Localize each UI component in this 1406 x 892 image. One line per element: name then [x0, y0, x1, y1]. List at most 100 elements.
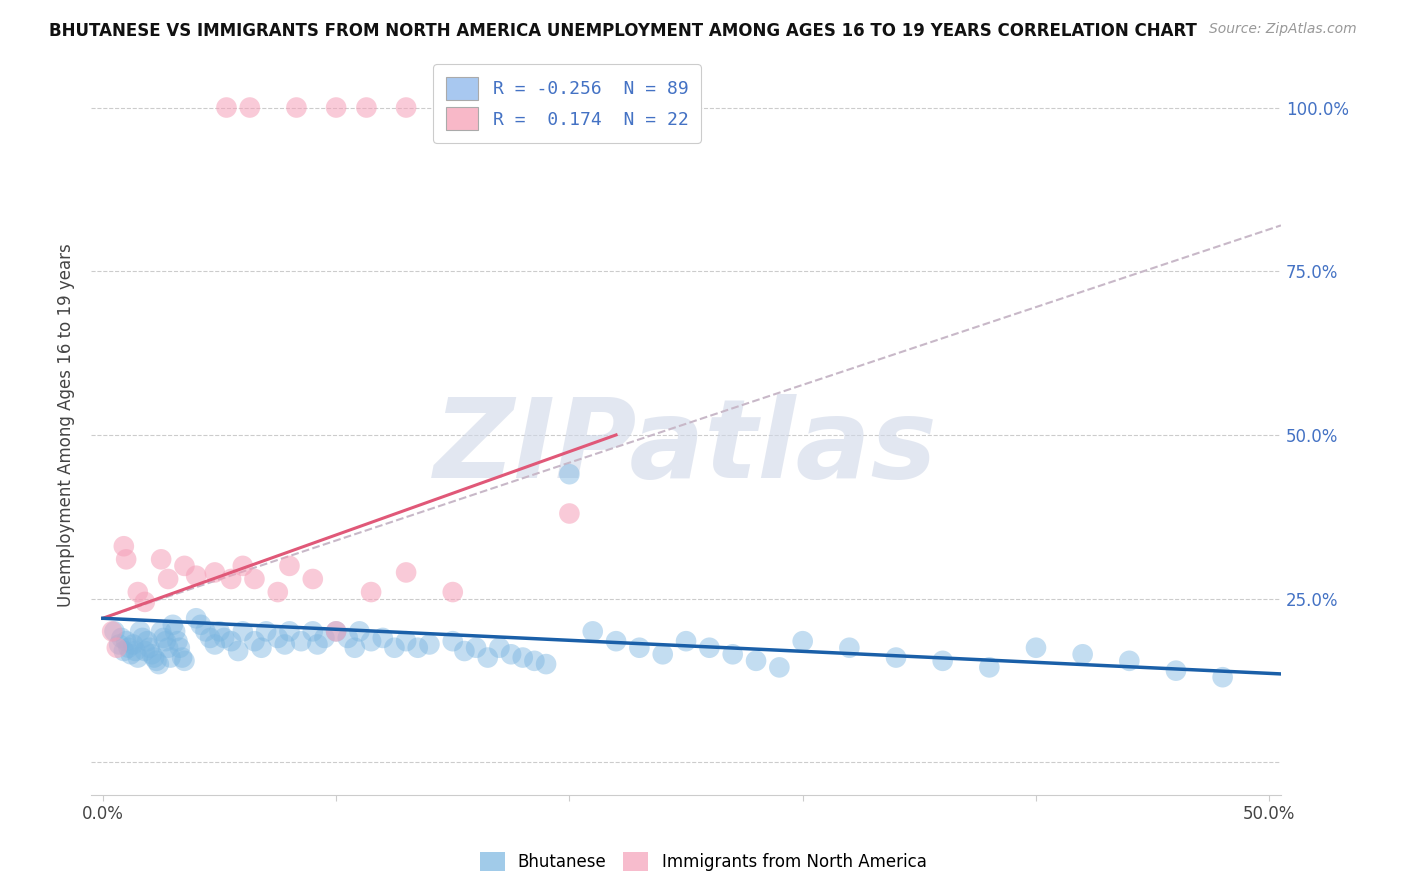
Point: [159, 650, 181, 665]
Point: [115, 552, 138, 566]
Point: [285, 101, 308, 115]
Point: [134, 595, 156, 609]
Point: [243, 572, 266, 586]
Point: [162, 617, 184, 632]
Point: [628, 640, 651, 655]
Point: [838, 640, 860, 655]
Point: [884, 650, 907, 665]
Point: [184, 611, 207, 625]
Point: [124, 644, 146, 658]
Point: [172, 650, 194, 665]
Point: [148, 657, 170, 672]
Point: [136, 634, 159, 648]
Point: [395, 634, 418, 648]
Point: [384, 640, 406, 655]
Point: [675, 634, 697, 648]
Point: [512, 650, 534, 665]
Point: [699, 640, 721, 655]
Point: [582, 624, 605, 639]
Point: [465, 640, 488, 655]
Point: [208, 624, 231, 639]
Point: [1212, 670, 1234, 684]
Point: [931, 654, 953, 668]
Point: [105, 640, 128, 655]
Point: [488, 640, 510, 655]
Point: [267, 631, 290, 645]
Point: [278, 624, 301, 639]
Point: [173, 654, 195, 668]
Point: [204, 637, 226, 651]
Point: [108, 637, 131, 651]
Point: [406, 640, 429, 655]
Point: [336, 631, 359, 645]
Point: [314, 631, 336, 645]
Point: [534, 657, 557, 672]
Point: [360, 634, 382, 648]
Point: [371, 631, 394, 645]
Point: [219, 572, 242, 586]
Point: [232, 624, 254, 639]
Point: [127, 650, 149, 665]
Point: [184, 568, 207, 582]
Point: [558, 467, 581, 482]
Point: [112, 539, 135, 553]
Point: [343, 640, 366, 655]
Point: [127, 585, 149, 599]
Point: [1164, 664, 1187, 678]
Point: [129, 624, 152, 639]
Point: [250, 640, 273, 655]
Y-axis label: Unemployment Among Ages 16 to 19 years: Unemployment Among Ages 16 to 19 years: [58, 244, 75, 607]
Point: [219, 634, 242, 648]
Text: BHUTANESE VS IMMIGRANTS FROM NORTH AMERICA UNEMPLOYMENT AMONG AGES 16 TO 19 YEAR: BHUTANESE VS IMMIGRANTS FROM NORTH AMERI…: [49, 22, 1197, 40]
Point: [212, 631, 235, 645]
Point: [360, 585, 382, 599]
Point: [418, 637, 440, 651]
Point: [1071, 647, 1094, 661]
Point: [169, 640, 191, 655]
Point: [143, 650, 166, 665]
Point: [101, 624, 124, 639]
Point: [267, 585, 290, 599]
Point: [441, 634, 464, 648]
Point: [157, 640, 180, 655]
Point: [122, 637, 145, 651]
Legend: Bhutanese, Immigrants from North America: Bhutanese, Immigrants from North America: [471, 843, 935, 880]
Point: [605, 634, 627, 648]
Point: [979, 660, 1001, 674]
Point: [325, 624, 347, 639]
Point: [1025, 640, 1047, 655]
Point: [131, 631, 153, 645]
Point: [651, 647, 673, 661]
Point: [155, 634, 177, 648]
Point: [173, 558, 195, 573]
Point: [138, 640, 160, 655]
Point: [226, 644, 249, 658]
Point: [190, 617, 212, 632]
Point: [349, 624, 371, 639]
Point: [745, 654, 768, 668]
Point: [152, 631, 174, 645]
Point: [145, 654, 167, 668]
Point: [307, 637, 329, 651]
Point: [325, 101, 347, 115]
Point: [453, 644, 475, 658]
Point: [117, 640, 139, 655]
Point: [254, 624, 277, 639]
Point: [194, 624, 217, 639]
Point: [325, 624, 347, 639]
Text: Source: ZipAtlas.com: Source: ZipAtlas.com: [1209, 22, 1357, 37]
Point: [157, 572, 180, 586]
Point: [395, 101, 418, 115]
Point: [558, 507, 581, 521]
Point: [721, 647, 744, 661]
Point: [115, 634, 138, 648]
Point: [232, 558, 254, 573]
Point: [395, 566, 418, 580]
Point: [239, 101, 262, 115]
Point: [523, 654, 546, 668]
Point: [112, 644, 135, 658]
Point: [243, 634, 266, 648]
Point: [166, 634, 188, 648]
Point: [301, 572, 323, 586]
Point: [768, 660, 790, 674]
